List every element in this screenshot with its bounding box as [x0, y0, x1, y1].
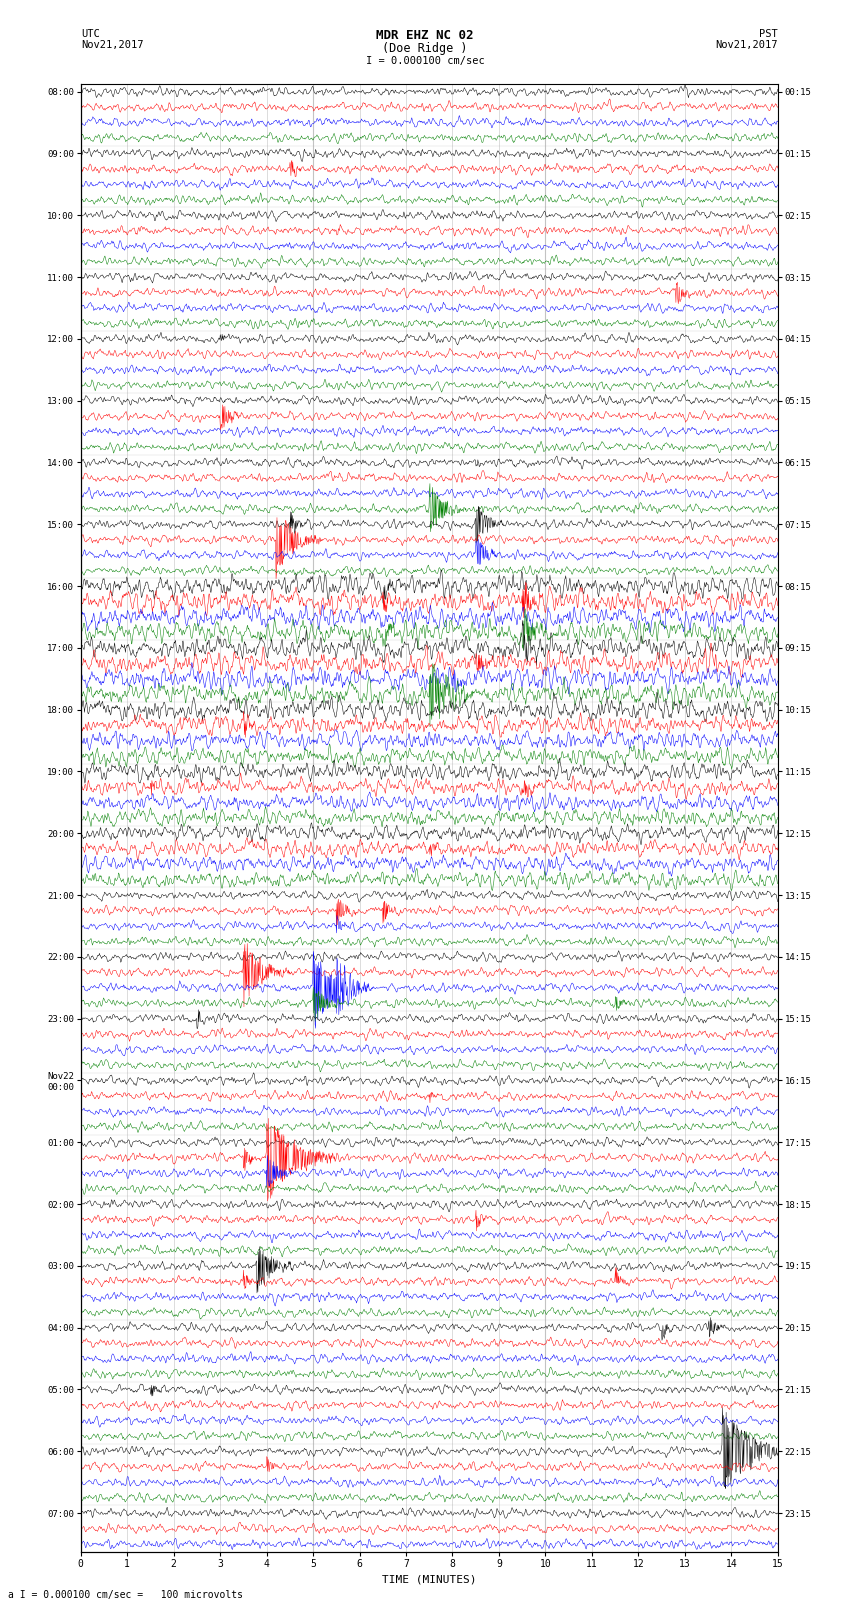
Text: I = 0.000100 cm/sec: I = 0.000100 cm/sec — [366, 56, 484, 66]
Text: Nov21,2017: Nov21,2017 — [81, 40, 144, 50]
X-axis label: TIME (MINUTES): TIME (MINUTES) — [382, 1574, 477, 1584]
Text: Nov21,2017: Nov21,2017 — [715, 40, 778, 50]
Text: PST: PST — [759, 29, 778, 39]
Text: MDR EHZ NC 02: MDR EHZ NC 02 — [377, 29, 473, 42]
Text: UTC: UTC — [81, 29, 99, 39]
Text: (Doe Ridge ): (Doe Ridge ) — [382, 42, 468, 55]
Text: a I = 0.000100 cm/sec =   100 microvolts: a I = 0.000100 cm/sec = 100 microvolts — [8, 1590, 243, 1600]
